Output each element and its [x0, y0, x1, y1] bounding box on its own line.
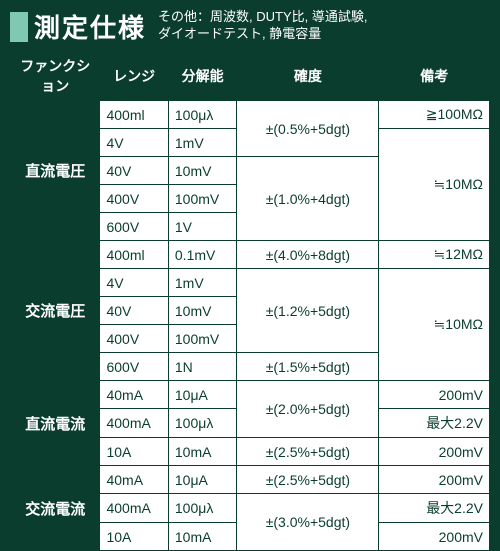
cell: 400mA — [100, 409, 168, 438]
cell: 1N — [168, 353, 236, 381]
table-row: 交流電圧 400ml 0.1mV ±(4.0%+8dgt) ≒12MΩ — [11, 241, 490, 269]
th-accuracy: 確度 — [237, 52, 379, 101]
cell: 40V — [100, 297, 168, 325]
table-row: 直流電流 40mA 10μA ±(2.0%+5dgt) 200mV — [11, 381, 490, 409]
cell: 100μλ — [168, 409, 236, 438]
cell: 10μA — [168, 381, 236, 409]
cell: 100mV — [168, 325, 236, 353]
cell: ±(1.5%+5dgt) — [237, 353, 379, 381]
cell: ≒10MΩ — [379, 269, 490, 381]
th-function: ファンクション — [11, 52, 100, 101]
cell: 200mV — [379, 438, 490, 466]
cell: 40V — [100, 157, 168, 185]
cell: 1mV — [168, 269, 236, 297]
cell: 10μA — [168, 466, 236, 494]
func-acv: 交流電圧 — [11, 241, 100, 381]
table-row: 直流電圧 400ml 100μλ ±(0.5%+5dgt) ≧100MΩ — [11, 101, 490, 129]
cell: 600V — [100, 213, 168, 241]
cell: 最大2.2V — [379, 494, 490, 523]
cell: ±(1.2%+5dgt) — [237, 269, 379, 353]
func-aci: 交流電流 — [11, 466, 100, 551]
header: 測定仕様 その他：周波数, DUTY比, 導通試験, ダイオードテスト, 静電容… — [10, 8, 490, 45]
cell: ±(1.0%+4dgt) — [237, 157, 379, 241]
cell: 10A — [100, 438, 168, 466]
cell: 100μλ — [168, 101, 236, 129]
th-resolution: 分解能 — [168, 52, 236, 101]
cell: 400V — [100, 185, 168, 213]
cell: ≒12MΩ — [379, 241, 490, 269]
title-accent-bar — [10, 12, 28, 42]
cell: 100mV — [168, 185, 236, 213]
subtitle-line2: ダイオードテスト, 静電容量 — [158, 26, 321, 41]
th-note: 備考 — [379, 52, 490, 101]
spec-table: ファンクション レンジ 分解能 確度 備考 直流電圧 400ml 100μλ ±… — [10, 51, 490, 551]
cell: ±(0.5%+5dgt) — [237, 101, 379, 157]
cell: 40mA — [100, 466, 168, 494]
cell: ±(3.0%+5dgt) — [237, 494, 379, 551]
cell: 400V — [100, 325, 168, 353]
cell: 4V — [100, 129, 168, 157]
cell: ±(2.5%+5dgt) — [237, 438, 379, 466]
page-title: 測定仕様 — [34, 8, 146, 45]
subtitle: その他：周波数, DUTY比, 導通試験, ダイオードテスト, 静電容量 — [158, 9, 367, 45]
title-block: 測定仕様 — [10, 8, 146, 45]
cell: 400ml — [100, 241, 168, 269]
spec-sheet: 測定仕様 その他：周波数, DUTY比, 導通試験, ダイオードテスト, 静電容… — [0, 0, 500, 500]
cell: 400mA — [100, 494, 168, 523]
cell: 10mV — [168, 157, 236, 185]
cell: 1mV — [168, 129, 236, 157]
cell: 0.1mV — [168, 241, 236, 269]
cell: 200mV — [379, 381, 490, 409]
cell: 4V — [100, 269, 168, 297]
cell: 600V — [100, 353, 168, 381]
th-range: レンジ — [100, 52, 168, 101]
cell: 200mV — [379, 523, 490, 551]
cell: ≒10MΩ — [379, 129, 490, 241]
cell: ≧100MΩ — [379, 101, 490, 129]
cell: 200mV — [379, 466, 490, 494]
cell: 10mA — [168, 438, 236, 466]
cell: 40mA — [100, 381, 168, 409]
cell: 10mA — [168, 523, 236, 551]
cell: 最大2.2V — [379, 409, 490, 438]
func-dcv: 直流電圧 — [11, 101, 100, 241]
cell: ±(2.0%+5dgt) — [237, 381, 379, 438]
table-header-row: ファンクション レンジ 分解能 確度 備考 — [11, 52, 490, 101]
cell: 100μλ — [168, 494, 236, 523]
table-row: 交流電流 40mA 10μA ±(2.5%+5dgt) 200mV — [11, 466, 490, 494]
func-dci: 直流電流 — [11, 381, 100, 466]
subtitle-line1: その他：周波数, DUTY比, 導通試験, — [158, 9, 367, 24]
cell: 10A — [100, 523, 168, 551]
cell: 1V — [168, 213, 236, 241]
cell: 400ml — [100, 101, 168, 129]
cell: ±(2.5%+5dgt) — [237, 466, 379, 494]
cell: ±(4.0%+8dgt) — [237, 241, 379, 269]
cell: 10mV — [168, 297, 236, 325]
